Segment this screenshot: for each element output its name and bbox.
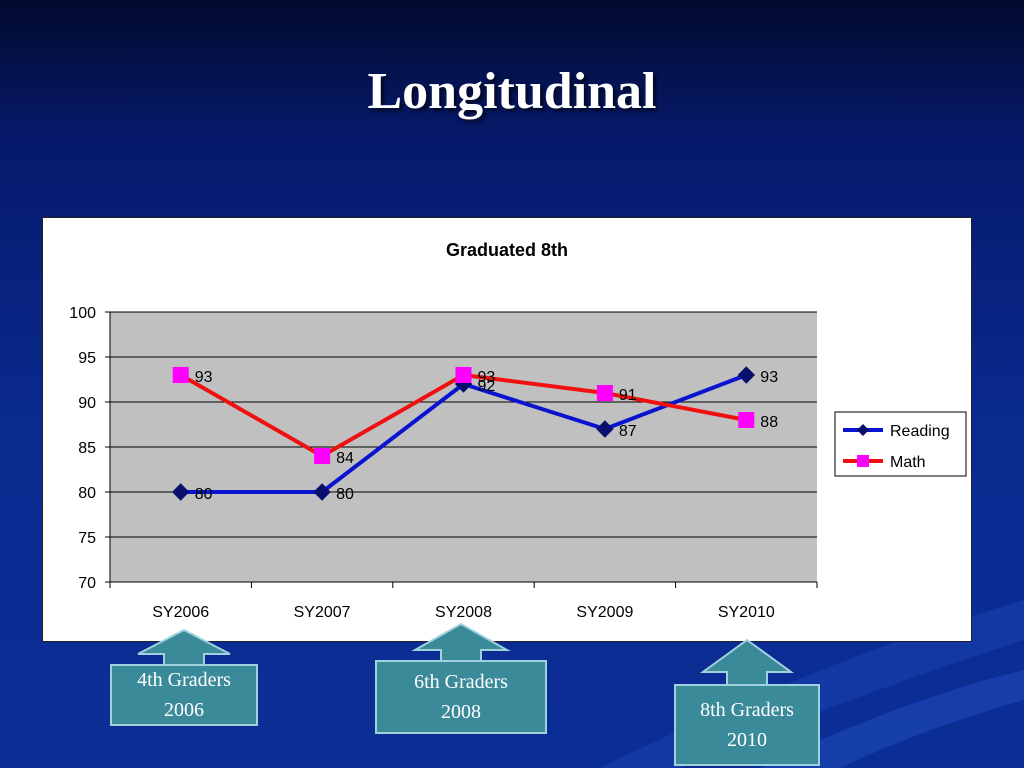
callout-line2: 2006 bbox=[164, 699, 204, 721]
callout-box: 4th Graders 2006 bbox=[110, 664, 258, 726]
x-tick-label: SY2007 bbox=[294, 604, 351, 621]
data-point-math bbox=[314, 448, 331, 464]
callout-6th-graders: 6th Graders 2008 bbox=[375, 622, 547, 736]
data-label-reading: 92 bbox=[478, 378, 496, 395]
data-point-reading bbox=[737, 366, 756, 384]
data-point-reading bbox=[313, 483, 331, 501]
callout-line1: 4th Graders bbox=[137, 669, 231, 691]
slide-title: Longitudinal bbox=[367, 63, 657, 120]
data-label-math: 91 bbox=[619, 387, 637, 404]
y-tick-label: 100 bbox=[69, 305, 96, 322]
up-arrow-icon bbox=[699, 638, 795, 688]
callout-line1: 6th Graders bbox=[414, 671, 508, 693]
y-tick-label: 85 bbox=[78, 440, 96, 457]
legend-marker-reading bbox=[857, 424, 869, 436]
callout-box: 8th Graders 2010 bbox=[674, 684, 820, 766]
data-label-math: 88 bbox=[760, 414, 778, 431]
data-label-reading: 93 bbox=[760, 369, 778, 386]
data-label-reading: 87 bbox=[619, 423, 637, 440]
y-tick-label: 95 bbox=[78, 350, 96, 367]
x-tick-label: SY2010 bbox=[718, 604, 775, 621]
callout-line2: 2010 bbox=[727, 729, 767, 751]
legend-label-reading: Reading bbox=[890, 423, 950, 440]
data-point-math bbox=[738, 412, 755, 428]
legend-box bbox=[834, 411, 967, 477]
data-label-reading: 80 bbox=[336, 486, 354, 503]
y-tick-label: 70 bbox=[78, 575, 96, 592]
y-tick-label: 80 bbox=[78, 485, 96, 502]
callout-box: 6th Graders 2008 bbox=[375, 660, 547, 734]
x-tick-label: SY2008 bbox=[435, 604, 492, 621]
y-tick-label: 90 bbox=[78, 395, 96, 412]
callout-8th-graders: 8th Graders 2010 bbox=[674, 638, 820, 768]
callout-4th-graders: 4th Graders 2006 bbox=[110, 628, 258, 728]
data-point-math bbox=[172, 367, 189, 383]
data-point-reading bbox=[171, 483, 190, 501]
callout-line2: 2008 bbox=[441, 701, 481, 723]
data-point-math bbox=[455, 367, 472, 383]
up-arrow-icon bbox=[411, 622, 511, 664]
chart-frame: Graduated 8th 70 75 80 85 90 95 100 SY2006 SY2007… bbox=[42, 217, 972, 642]
data-point-reading bbox=[596, 420, 614, 438]
data-point-math bbox=[596, 385, 613, 401]
callout-line1: 8th Graders bbox=[700, 699, 794, 721]
up-arrow-icon bbox=[137, 628, 231, 668]
x-tick-label: SY2009 bbox=[576, 604, 633, 621]
chart-title: Graduated 8th bbox=[446, 240, 568, 260]
data-label-math: 84 bbox=[336, 450, 354, 467]
legend-marker-math bbox=[857, 455, 869, 467]
x-tick-label: SY2006 bbox=[152, 604, 209, 621]
data-label-reading: 80 bbox=[195, 486, 213, 503]
data-label-math: 93 bbox=[478, 369, 496, 386]
legend-label-math: Math bbox=[890, 454, 926, 471]
line-chart: Graduated 8th 70 75 80 85 90 95 100 SY2006 SY2007… bbox=[69, 240, 967, 621]
data-label-math: 93 bbox=[195, 369, 213, 386]
y-tick-label: 75 bbox=[78, 530, 96, 547]
